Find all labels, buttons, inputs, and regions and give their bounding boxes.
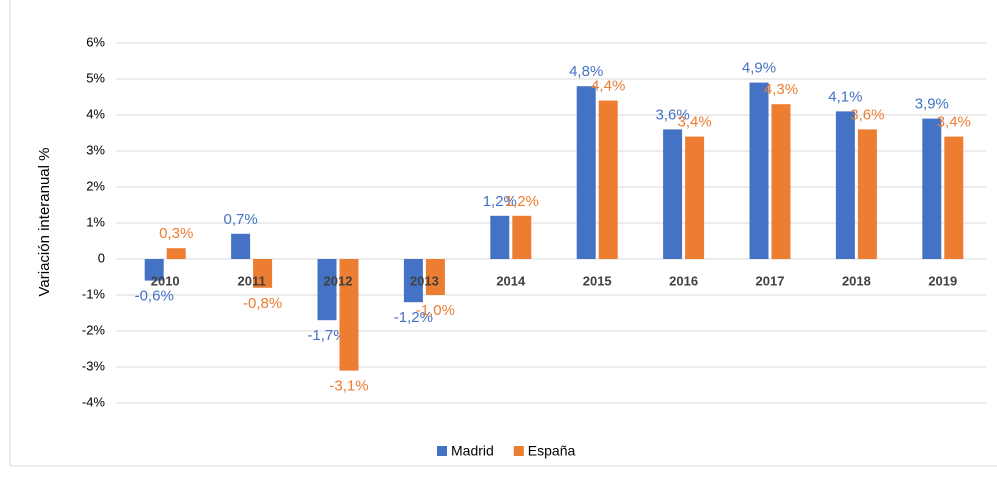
bar: [576, 86, 596, 259]
y-tick-label: 0: [98, 250, 105, 265]
x-tick-label: 2017: [756, 273, 785, 288]
data-label: 4,1%: [828, 88, 862, 105]
bar: [253, 259, 273, 288]
legend-swatch: [513, 446, 524, 456]
bar: [922, 118, 942, 259]
data-label: 1,2%: [483, 193, 517, 210]
data-label: -1,2%: [394, 309, 433, 326]
bar: [857, 129, 877, 259]
data-label: -1,7%: [307, 327, 346, 344]
y-tick-label: 4%: [86, 106, 105, 121]
x-tick-label: 2013: [410, 273, 439, 288]
data-label: 0,3%: [159, 225, 193, 242]
bar: [685, 136, 705, 259]
data-label: 3,6%: [655, 106, 689, 123]
bar: [490, 215, 510, 259]
bar: [166, 248, 186, 259]
x-tick-label: 2012: [324, 273, 353, 288]
bar: [317, 259, 337, 321]
data-label: 1,2%: [505, 193, 539, 210]
x-tick-label: 2016: [669, 273, 698, 288]
x-tick-label: 2019: [928, 273, 957, 288]
data-label: 4,8%: [569, 63, 603, 80]
bar: [749, 82, 769, 259]
data-label: 3,4%: [677, 114, 711, 131]
y-tick-label: -1%: [82, 286, 106, 301]
bar: [339, 259, 359, 371]
y-tick-label: 1%: [86, 214, 105, 229]
bar: [403, 259, 423, 303]
y-axis-label: Variación interanual %: [36, 148, 53, 297]
data-label: 3,9%: [915, 96, 949, 113]
data-label: 3,4%: [937, 114, 971, 131]
legend-label: España: [528, 443, 576, 459]
bar: [598, 100, 618, 259]
y-tick-label: -4%: [82, 394, 106, 409]
y-tick-label: 3%: [86, 142, 105, 157]
x-tick-label: 2014: [496, 273, 526, 288]
data-label: 4,4%: [591, 78, 625, 95]
data-label: -1,0%: [416, 302, 455, 319]
y-tick-label: 6%: [86, 34, 105, 49]
data-label: 4,9%: [742, 60, 776, 77]
bar: [944, 136, 964, 259]
data-label: 3,6%: [850, 106, 884, 123]
data-label: -0,6%: [135, 288, 174, 305]
x-tick-label: 2010: [151, 273, 180, 288]
y-tick-label: -3%: [82, 358, 106, 373]
bar: [231, 233, 251, 259]
bar: [425, 259, 445, 295]
bar: [512, 215, 532, 259]
data-label: -3,1%: [329, 378, 368, 395]
bar: [835, 111, 855, 260]
y-tick-label: 2%: [86, 178, 105, 193]
x-tick-label: 2011: [237, 273, 265, 288]
data-label: 0,7%: [223, 211, 257, 228]
x-tick-label: 2018: [842, 273, 871, 288]
data-label: 4,3%: [764, 81, 798, 98]
bar: [771, 104, 791, 259]
y-tick-label: 5%: [86, 70, 105, 85]
x-tick-label: 2015: [583, 273, 612, 288]
bar: [144, 259, 164, 281]
legend-swatch: [437, 446, 447, 456]
y-tick-label: -2%: [82, 322, 106, 337]
legend-label: Madrid: [451, 443, 494, 459]
data-label: -0,8%: [243, 295, 282, 312]
bar: [663, 129, 683, 259]
